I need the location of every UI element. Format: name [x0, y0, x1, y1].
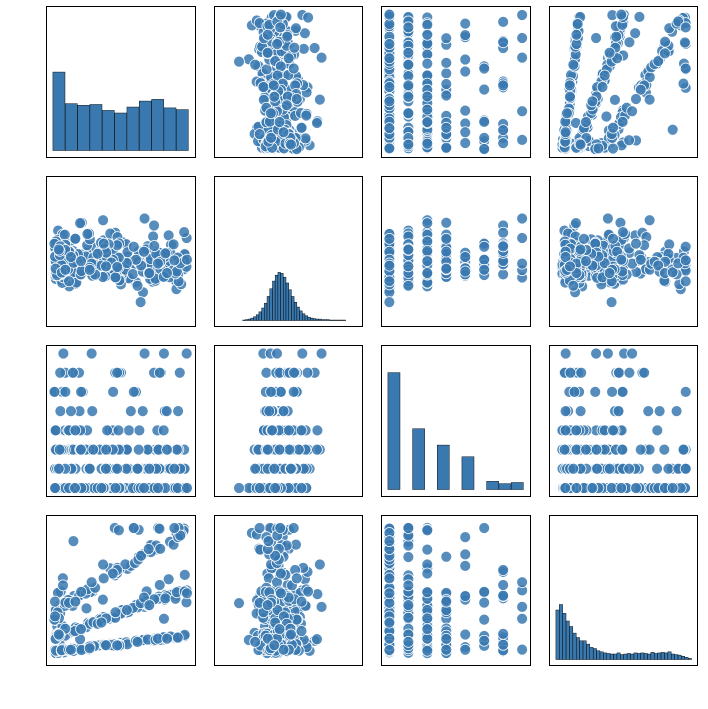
- scatter-panel: [549, 345, 699, 497]
- scatter-panel: [381, 176, 531, 328]
- hist-panel: [46, 6, 196, 158]
- scatter-panel: [46, 515, 196, 667]
- scatter-panel: [214, 345, 364, 497]
- scatter-panel: [549, 176, 699, 328]
- scatter-panel: [381, 515, 531, 667]
- hist-panel: [549, 515, 699, 667]
- scatter-panel: [381, 6, 531, 158]
- scatter-panel: [46, 345, 196, 497]
- hist-panel: [214, 176, 364, 328]
- scatter-panel: [214, 6, 364, 158]
- pairplot-grid: [46, 6, 698, 666]
- scatter-panel: [549, 6, 699, 158]
- scatter-panel: [46, 176, 196, 328]
- scatter-panel: [214, 515, 364, 667]
- hist-panel: [381, 345, 531, 497]
